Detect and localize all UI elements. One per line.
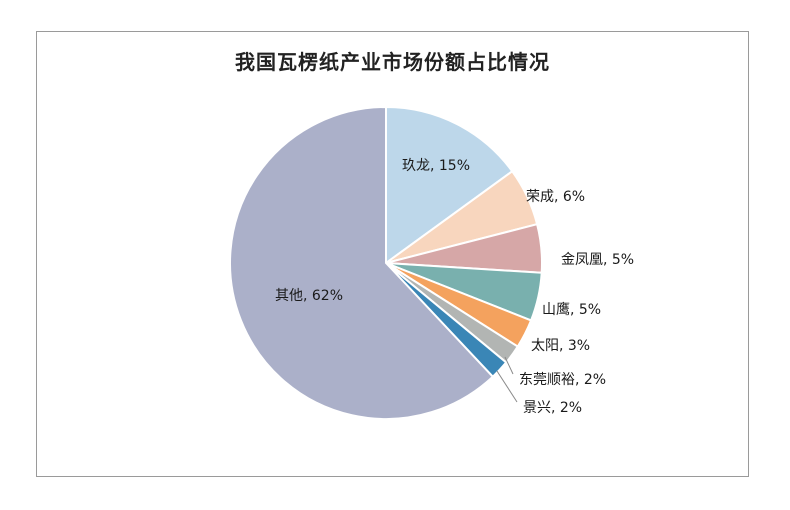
pie-slice-8 (229, 105, 495, 420)
leader-line-6 (504, 356, 514, 375)
slice-label-4: 山鹰, 5% (542, 302, 601, 318)
slice-label-3: 金凤凰, 5% (561, 252, 634, 268)
slice-label-6: 东莞顺裕, 2% (519, 372, 606, 388)
slice-label-1: 玖龙, 15% (402, 158, 470, 174)
slice-label-8: 其他, 62% (275, 288, 343, 304)
chart-title: 我国瓦楞纸产业市场份额占比情况 (235, 50, 550, 74)
leader-line-7 (496, 370, 518, 403)
pie-slice-1 (385, 105, 514, 265)
slice-label-5: 太阳, 3% (531, 338, 590, 354)
slice-label-2: 荣成, 6% (526, 189, 585, 205)
slice-label-7: 景兴, 2% (523, 400, 582, 416)
